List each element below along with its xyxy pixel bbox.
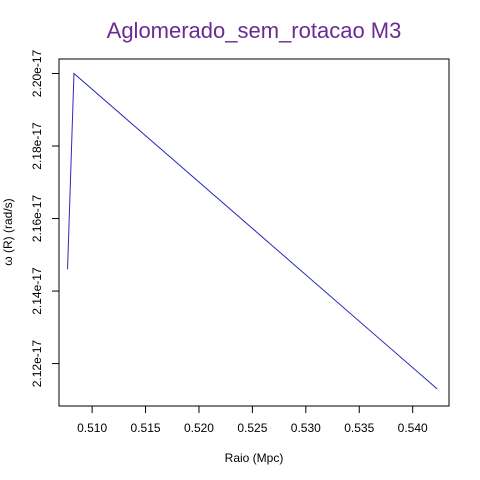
plot-frame (58, 58, 450, 407)
y-tick-label: 2.20e-17 (30, 49, 44, 97)
x-axis: 0.510 0.515 0.520 0.525 0.530 0.535 0.540 (77, 406, 428, 435)
x-tick-label: 0.510 (77, 421, 107, 435)
y-axis: 2.12e-17 2.14e-17 2.16e-17 2.18e-17 2.20e-17 (30, 49, 59, 387)
y-tick-label: 2.16e-17 (30, 195, 44, 243)
x-tick-label: 0.520 (184, 421, 214, 435)
x-tick-label: 0.540 (398, 421, 428, 435)
y-tick-label: 2.18e-17 (30, 122, 44, 170)
x-tick-label: 0.525 (237, 421, 267, 435)
series-line (67, 72, 438, 390)
y-axis-label: ω (R) (rad/s) (1, 198, 15, 265)
y-tick-label: 2.14e-17 (30, 267, 44, 315)
series-layer (67, 72, 438, 390)
x-tick-label: 0.530 (291, 421, 321, 435)
x-tick-label: 0.515 (131, 421, 161, 435)
x-axis-label: Raio (Mpc) (225, 451, 284, 465)
chart-title: Aglomerado_sem_rotacao M3 (107, 18, 402, 43)
y-tick-label: 2.12e-17 (30, 340, 44, 388)
x-tick-label: 0.535 (344, 421, 374, 435)
